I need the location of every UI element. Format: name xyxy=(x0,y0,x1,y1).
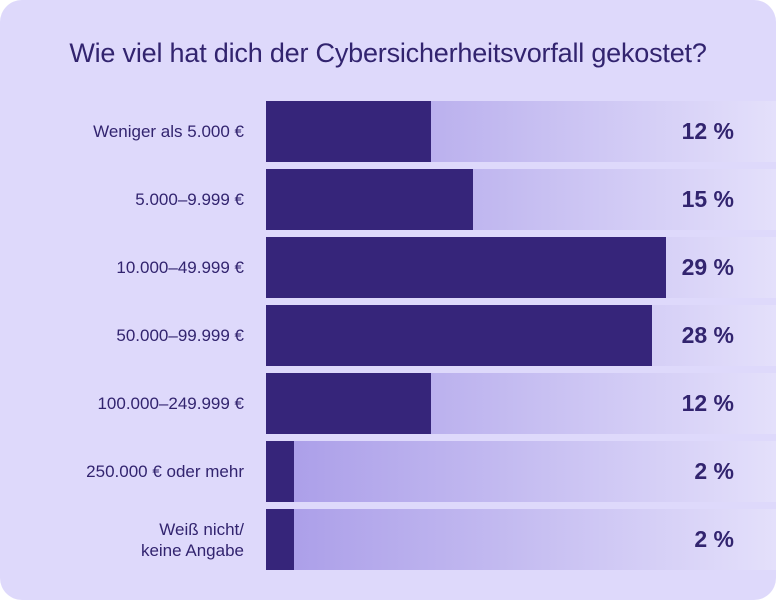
category-label: 10.000–49.999 € xyxy=(116,258,244,277)
value-label: 12 % xyxy=(681,390,734,416)
value-label: 12 % xyxy=(681,118,734,144)
bar-row: 250.000 € oder mehr 2 % xyxy=(0,441,776,502)
bar-row: 10.000–49.999 € 29 % xyxy=(0,237,776,298)
value-label: 29 % xyxy=(681,254,734,280)
bar xyxy=(266,237,666,298)
bar xyxy=(266,441,294,502)
category-label: 100.000–249.999 € xyxy=(97,394,244,413)
bar-track xyxy=(266,373,776,434)
bar-track xyxy=(266,305,776,366)
value-label: 2 % xyxy=(694,526,734,552)
bar-track xyxy=(266,509,776,570)
bar-row: 50.000–99.999 € 28 % xyxy=(0,305,776,366)
bar xyxy=(266,169,473,230)
category-label: Weiß nicht/ keine Angabe xyxy=(140,519,244,560)
bar-track xyxy=(266,169,776,230)
bar xyxy=(266,373,431,434)
bar-row: Weiß nicht/ keine Angabe 2 % xyxy=(0,509,776,570)
bar-track xyxy=(266,237,776,298)
value-label: 28 % xyxy=(681,322,734,348)
category-label: 5.000–9.999 € xyxy=(135,190,244,209)
chart-title: Wie viel hat dich der Cybersicherheitsvo… xyxy=(69,38,707,68)
bar-track xyxy=(266,101,776,162)
category-label: 50.000–99.999 € xyxy=(116,326,244,345)
bar xyxy=(266,509,294,570)
value-label: 15 % xyxy=(681,186,734,212)
bar xyxy=(266,305,652,366)
bar-track xyxy=(266,441,776,502)
value-label: 2 % xyxy=(694,458,734,484)
category-label: 250.000 € oder mehr xyxy=(86,462,244,481)
bar-row: Weniger als 5.000 € 12 % xyxy=(0,101,776,162)
bar-row: 5.000–9.999 € 15 % xyxy=(0,169,776,230)
bar xyxy=(266,101,431,162)
bar-row: 100.000–249.999 € 12 % xyxy=(0,373,776,434)
category-label: Weniger als 5.000 € xyxy=(93,122,244,141)
